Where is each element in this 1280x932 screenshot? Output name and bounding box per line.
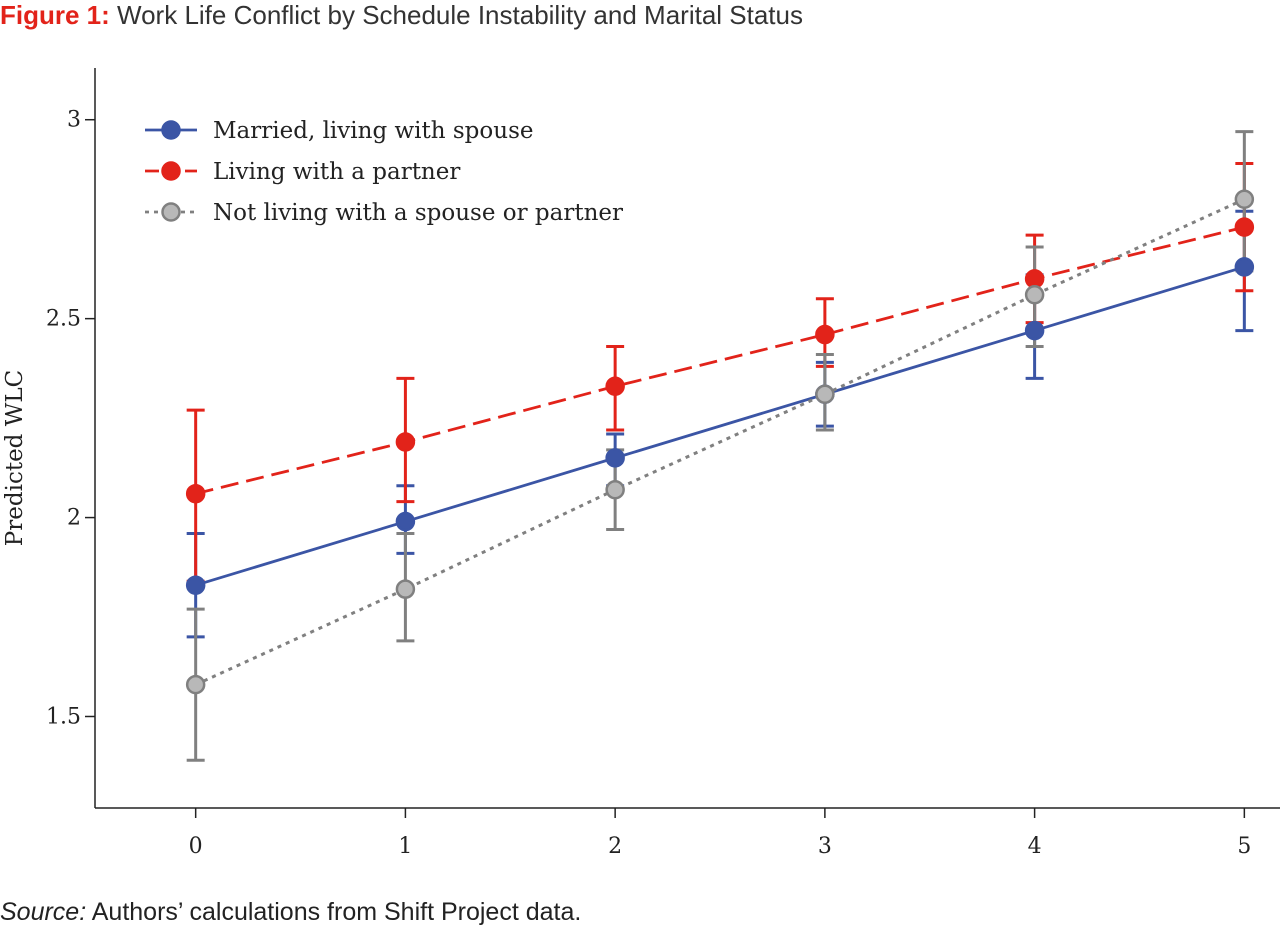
data-point — [185, 483, 206, 504]
data-point — [1234, 257, 1255, 277]
x-tick-label: 0 — [189, 834, 203, 859]
data-point — [815, 324, 835, 345]
legend: Married, living with spouse Living with a… — [145, 118, 623, 226]
data-point — [1024, 285, 1045, 305]
legend-marker — [161, 202, 181, 222]
data-point — [395, 579, 416, 599]
data-point — [815, 384, 835, 404]
series-layer — [185, 130, 1255, 762]
figure-label: Figure 1: — [0, 0, 110, 30]
data-point — [1024, 269, 1045, 289]
legend-item-0: Married, living with spouse — [145, 118, 533, 144]
y-tick-label: 1.5 — [46, 704, 81, 729]
series-line-2 — [195, 197, 1245, 687]
legend-marker — [161, 161, 181, 181]
error-bars-series-1 — [186, 161, 1254, 583]
legend-marker — [161, 120, 181, 140]
figure-title: Figure 1: Work Life Conflict by Schedule… — [0, 0, 803, 31]
legend-label: Married, living with spouse — [213, 118, 533, 144]
x-tick-label: 3 — [818, 834, 832, 859]
legend-item-2: Not living with a spouse or partner — [145, 200, 623, 226]
axes: 1.5 2 2.5 3 0 1 2 3 4 5 Predicted WLC — [2, 68, 1280, 859]
series-line-1 — [195, 225, 1245, 496]
series-line-0 — [195, 265, 1245, 587]
data-point — [1234, 189, 1255, 210]
data-point — [605, 479, 625, 500]
y-tick-label: 2.5 — [46, 307, 81, 332]
x-tick-label: 2 — [608, 834, 622, 859]
legend-label: Living with a partner — [213, 159, 460, 185]
data-point — [605, 448, 625, 468]
data-point — [1024, 320, 1045, 341]
figure-title-text: Work Life Conflict by Schedule Instabili… — [117, 0, 803, 30]
y-tick-label: 3 — [67, 108, 81, 133]
data-point — [185, 575, 206, 595]
x-tick-label: 5 — [1237, 834, 1251, 859]
data-point — [395, 511, 416, 532]
legend-label: Not living with a spouse or partner — [213, 200, 623, 226]
x-tick-label: 4 — [1028, 834, 1042, 859]
source-note: Source: Authors’ calculations from Shift… — [0, 898, 581, 927]
data-point — [395, 432, 416, 452]
y-tick-label: 2 — [67, 506, 81, 531]
x-tick-label: 1 — [398, 834, 412, 859]
markers-series-2 — [185, 189, 1255, 695]
markers-series-1 — [185, 217, 1255, 504]
error-bars-series-0 — [186, 209, 1254, 639]
data-point — [185, 674, 206, 695]
legend-item-1: Living with a partner — [145, 159, 460, 185]
source-label: Source: — [0, 898, 87, 926]
data-point — [1234, 217, 1255, 237]
source-text: Authors’ calculations from Shift Project… — [91, 898, 582, 926]
data-point — [605, 376, 625, 397]
y-axis-title: Predicted WLC — [2, 370, 28, 546]
